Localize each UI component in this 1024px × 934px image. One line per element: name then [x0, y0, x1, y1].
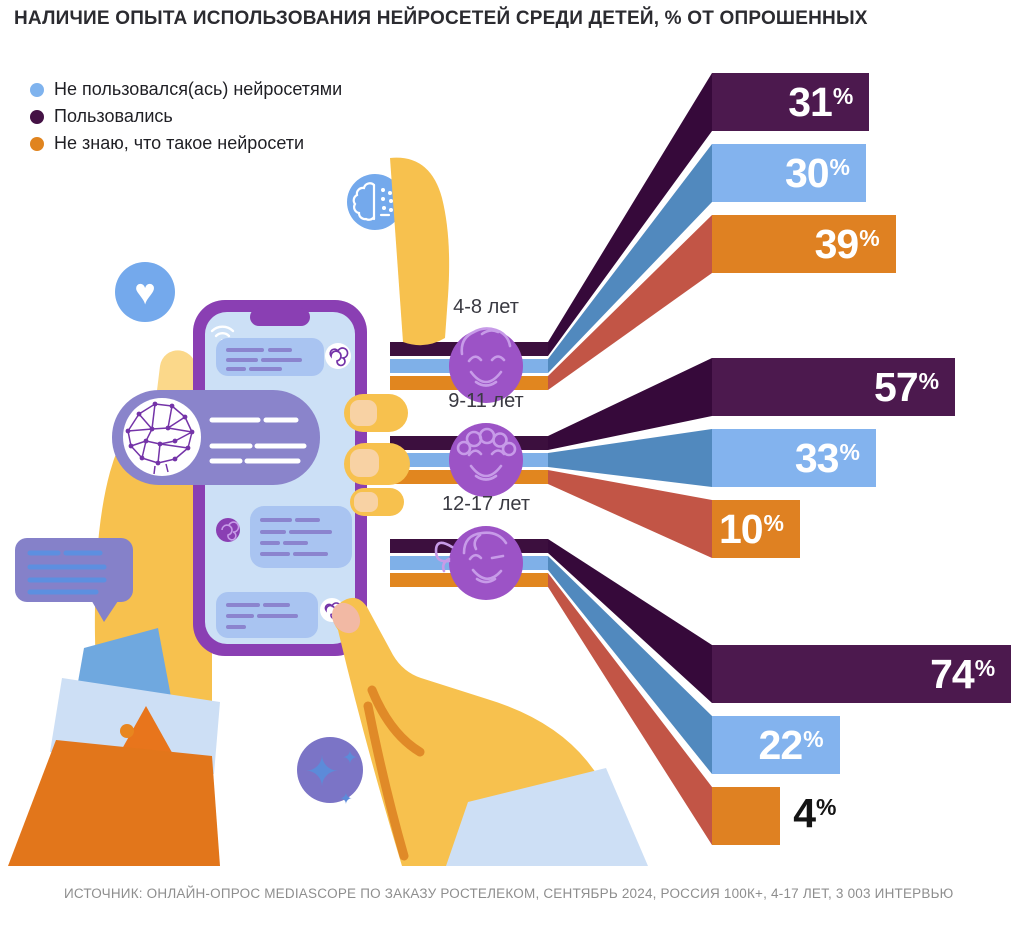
legend: Не пользовался(ась) нейросетями Пользова…: [30, 76, 342, 157]
ribbon-fan: [548, 358, 712, 450]
ribbon-fan: [548, 539, 712, 703]
legend-dot-blue-icon: [30, 82, 44, 97]
ribbon-fan: [548, 470, 712, 558]
ribbon-fan: [548, 429, 712, 487]
age-icon-kid-2: [434, 526, 523, 600]
age-icon-kid-0: [449, 327, 523, 403]
legend-item-not-used: Не пользовался(ась) нейросетями: [30, 76, 342, 103]
ribbon-fan: [548, 215, 712, 390]
legend-label: Не знаю, что такое нейросети: [54, 133, 305, 153]
page-title: НАЛИЧИЕ ОПЫТА ИСПОЛЬЗОВАНИЯ НЕЙРОСЕТЕЙ С…: [14, 8, 868, 29]
ribbon-fan: [548, 73, 712, 356]
source-note: ИСТОЧНИК: ОНЛАЙН-ОПРОС MEDIASCOPE ПО ЗАК…: [64, 886, 954, 901]
legend-label: Пользовались: [54, 106, 173, 126]
legend-label: Не пользовался(ась) нейросетями: [54, 79, 343, 99]
legend-item-dont-know: Не знаю, что такое нейросети: [30, 130, 342, 157]
legend-dot-purple-icon: [30, 109, 44, 124]
legend-dot-orange-icon: [30, 136, 44, 151]
age-icon-kid-1: [449, 423, 523, 497]
legend-item-used: Пользовались: [30, 103, 342, 130]
ribbon-fan: [548, 144, 712, 373]
